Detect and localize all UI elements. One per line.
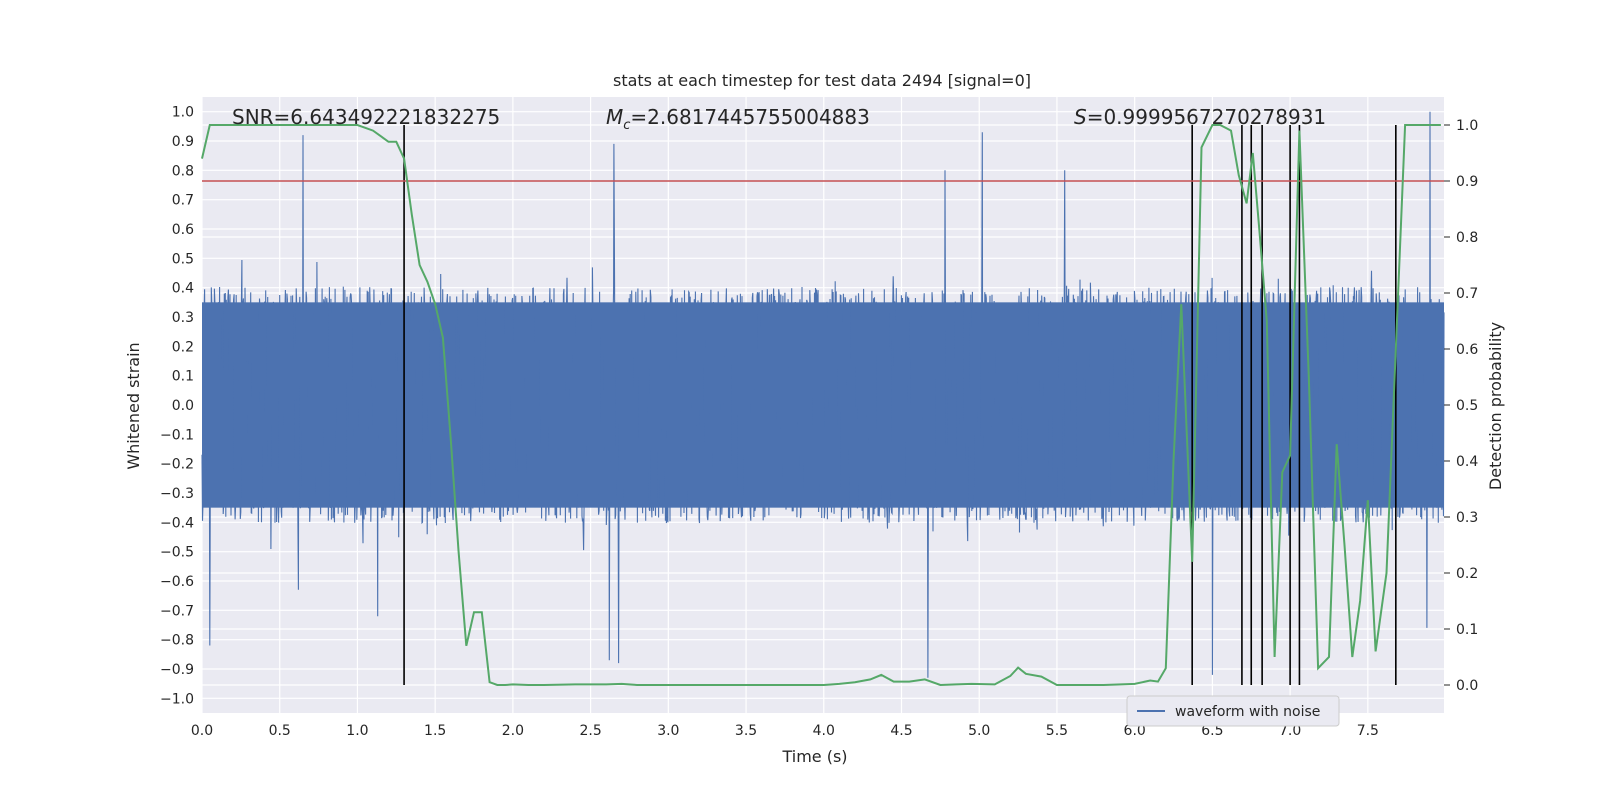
probability-line <box>201 124 1441 687</box>
y-axis-label: Whitened strain <box>124 342 143 469</box>
y-tick-label: 0.4 <box>172 281 194 297</box>
chirp-mass-annotation: Mc=2.6817445755004883 <box>606 105 870 133</box>
x-tick-label: 6.5 <box>1201 723 1223 739</box>
chart-title: stats at each timestep for test data 249… <box>613 71 1031 90</box>
y-tick-label: 0.5 <box>172 251 194 267</box>
x-tick-label: 1.5 <box>424 723 446 739</box>
y-tick-label: 0.9 <box>172 134 194 150</box>
y-right-tick-label: 0.7 <box>1456 286 1478 302</box>
y-tick-label: −0.2 <box>160 457 194 473</box>
y-right-tick-label: 0.4 <box>1456 454 1478 470</box>
s-value: =0.9999567270278931 <box>1087 105 1326 129</box>
chirp-mass-value: =2.6817445755004883 <box>630 105 869 129</box>
chirp-mass-symbol: M <box>606 105 623 129</box>
y-right-tick-label: 0.9 <box>1456 174 1478 190</box>
s-symbol: S <box>1074 105 1087 129</box>
y-right-tick-label: 0.3 <box>1456 510 1478 526</box>
axis-ticks: 0.0 0.5 1.0 1.5 2.0 2.5 3.0 3.5 4.0 4.5 5.0 5.5 6.0 6… <box>160 105 1478 739</box>
y-tick-label: −0.1 <box>160 427 194 443</box>
y-tick-label: 0.6 <box>172 222 194 238</box>
x-tick-label: 6.0 <box>1124 723 1146 739</box>
x-tick-label: 4.0 <box>813 723 835 739</box>
y-tick-label: 0.8 <box>172 163 194 179</box>
y-right-tick-label: 0.2 <box>1456 566 1478 582</box>
y-right-tick-label: 0.5 <box>1456 398 1478 414</box>
y-tick-label: −0.3 <box>160 486 194 502</box>
snr-annotation: SNR=6.643492221832275 <box>232 105 500 129</box>
y-tick-label: −0.4 <box>160 515 194 531</box>
x-tick-label: 0.0 <box>191 723 213 739</box>
x-tick-label: 7.0 <box>1279 723 1301 739</box>
y-tick-label: 0.2 <box>172 339 194 355</box>
x-tick-label: 5.5 <box>1046 723 1068 739</box>
probability-series <box>201 124 1441 687</box>
y-tick-label: −0.9 <box>160 662 194 678</box>
s-annotation: S=0.9999567270278931 <box>1074 105 1326 129</box>
y-tick-label: 0.7 <box>172 193 194 209</box>
y-tick-label: −0.7 <box>160 603 194 619</box>
detection-lines <box>403 125 1397 685</box>
y-right-tick-label: 0.1 <box>1456 622 1478 638</box>
x-tick-label: 5.0 <box>968 723 990 739</box>
y-tick-label: −0.6 <box>160 574 194 590</box>
legend-box <box>1126 695 1340 727</box>
y-right-tick-label: 0.8 <box>1456 230 1478 246</box>
y-right-tick-label: 0.0 <box>1456 678 1478 694</box>
x-tick-label: 3.0 <box>657 723 679 739</box>
legend-entry: waveform with noise <box>1175 704 1320 720</box>
y-tick-label: 0.3 <box>172 310 194 326</box>
y-tick-label: 1.0 <box>172 105 194 121</box>
chirp-mass-subscript: c <box>623 118 630 133</box>
x-tick-label: 2.5 <box>579 723 601 739</box>
y-axis-right-label: Detection probability <box>1486 322 1505 490</box>
y-tick-label: −0.5 <box>160 545 194 561</box>
x-tick-label: 2.0 <box>502 723 524 739</box>
y-right-tick-label: 1.0 <box>1456 118 1478 134</box>
x-tick-label: 1.0 <box>346 723 368 739</box>
x-tick-label: 7.5 <box>1357 723 1379 739</box>
x-tick-label: 0.5 <box>269 723 291 739</box>
y-tick-label: 0.0 <box>172 398 194 414</box>
legend: waveform with noise <box>1126 695 1340 727</box>
x-axis-label: Time (s) <box>781 747 847 766</box>
waveform-series <box>201 111 1445 678</box>
y-tick-label: −0.8 <box>160 633 194 649</box>
x-tick-label: 4.5 <box>890 723 912 739</box>
x-tick-label: 3.5 <box>735 723 757 739</box>
y-tick-label: 0.1 <box>172 369 194 385</box>
waveform-line <box>201 111 1445 678</box>
y-right-tick-label: 0.6 <box>1456 342 1478 358</box>
y-tick-label: −1.0 <box>160 691 194 707</box>
